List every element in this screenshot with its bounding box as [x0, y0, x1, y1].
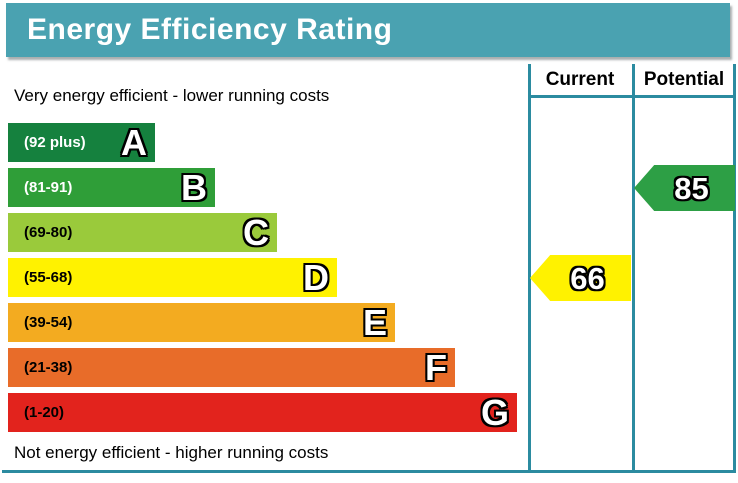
band-letter: F	[425, 346, 447, 388]
current-rating-value: 66	[570, 260, 605, 296]
band-letter: D	[303, 256, 329, 298]
page-title: Energy Efficiency Rating	[27, 13, 393, 46]
band-range-label: (81-91)	[24, 179, 73, 196]
band-range-label: (55-68)	[24, 269, 73, 286]
table-divider-left	[528, 64, 531, 473]
current-rating-marker: 66	[530, 255, 631, 301]
rating-band-f: (21-38) F	[8, 348, 455, 387]
band-letter: E	[362, 301, 387, 343]
band-letter: A	[121, 121, 147, 163]
band-range-label: (21-38)	[24, 359, 73, 376]
band-range-label: (92 plus)	[24, 134, 86, 151]
rating-band-g: (1-20) G	[8, 393, 517, 432]
potential-column-header: Potential	[643, 69, 725, 90]
band-letter: G	[480, 391, 509, 433]
rating-band-e: (39-54) E	[8, 303, 395, 342]
band-range-label: (69-80)	[24, 224, 73, 241]
band-letter: C	[243, 211, 269, 253]
rating-band-c: (69-80) C	[8, 213, 277, 252]
band-range-label: (39-54)	[24, 314, 73, 331]
current-column-header: Current	[545, 69, 615, 90]
title-bar: Energy Efficiency Rating	[6, 3, 730, 57]
header-underline	[528, 95, 736, 98]
table-divider-middle	[632, 64, 635, 473]
bottom-note: Not energy efficient - higher running co…	[14, 443, 329, 462]
rating-band-b: (81-91) B	[8, 168, 215, 207]
potential-rating-value: 85	[674, 170, 709, 206]
rating-band-a: (92 plus) A	[8, 123, 155, 162]
potential-rating-marker: 85	[634, 165, 735, 211]
table-divider-right	[733, 64, 736, 473]
band-range-label: (1-20)	[24, 404, 65, 421]
rating-band-d: (55-68) D	[8, 258, 337, 297]
top-note: Very energy efficient - lower running co…	[14, 86, 330, 105]
band-letter: B	[181, 166, 207, 208]
bottom-border	[2, 470, 736, 473]
